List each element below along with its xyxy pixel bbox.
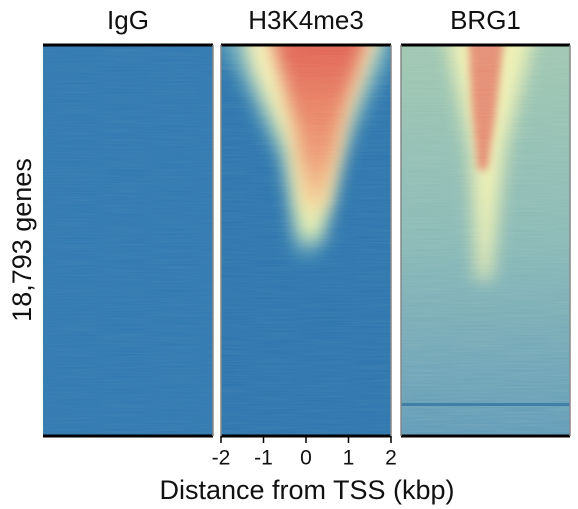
panel-title: BRG1 [450,5,521,35]
x-tick-label: 2 [385,447,397,470]
panel-igg [43,45,213,436]
x-axis-label: Distance from TSS (kbp) [159,475,454,505]
x-tick-label: 1 [343,447,355,470]
y-axis-label: 18,793 genes [7,158,37,322]
panel-sides [212,45,571,436]
panel-borders [43,43,570,438]
panel-title: H3K4me3 [248,5,364,35]
heatmap-texture [221,45,391,436]
heatmap-stripe [401,403,570,406]
heatmap-texture [401,45,570,436]
panel-title: IgG [107,5,149,35]
x-tick-label: -2 [212,447,231,470]
panel-brg1 [401,45,570,436]
panel-h3k4me3 [221,45,391,436]
heatmap-texture [43,45,213,436]
x-tick-label: -1 [254,447,273,470]
x-tick-label: 0 [300,447,312,470]
